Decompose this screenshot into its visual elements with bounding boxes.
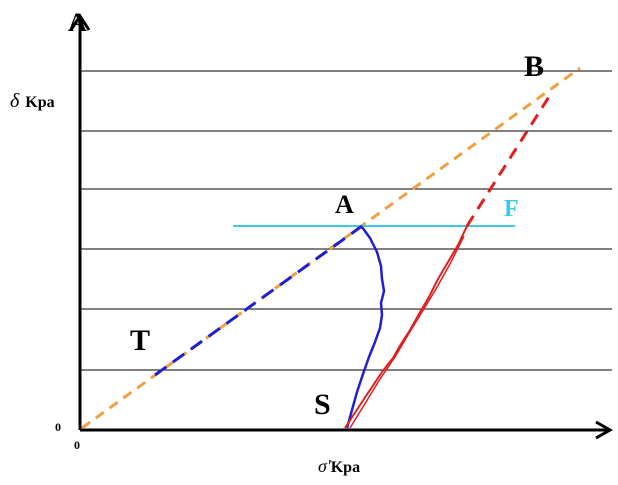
x-axis-symbol: σ' [318, 456, 331, 476]
origin-x-label: 0 [74, 438, 80, 452]
point-label-a: A [335, 190, 354, 219]
effective-stress-path-solid [344, 225, 468, 429]
axis-top-label: A [68, 8, 87, 37]
point-label-b: B [524, 50, 545, 83]
point-label-f: F [504, 196, 519, 222]
effective-stress-path-dashed [465, 91, 554, 227]
point-label-t: T [130, 324, 151, 357]
y-axis-arrowhead [69, 13, 91, 31]
y-axis-symbol: δ [10, 90, 20, 112]
effective-stress-path-solid-2 [349, 235, 465, 429]
axes [69, 13, 614, 440]
y-axis-unit: Kpa [25, 94, 55, 111]
x-axis-unit: Kpa [330, 459, 361, 476]
total-stress-path-curve [345, 226, 386, 429]
point-label-s: S [314, 388, 331, 421]
x-axis-label: σ'Kpa [318, 456, 360, 477]
grid-lines [80, 70, 612, 371]
origin-y-label: 0 [55, 420, 61, 434]
y-axis-label: δ Kpa [10, 90, 55, 113]
x-axis-arrowhead [595, 420, 614, 440]
